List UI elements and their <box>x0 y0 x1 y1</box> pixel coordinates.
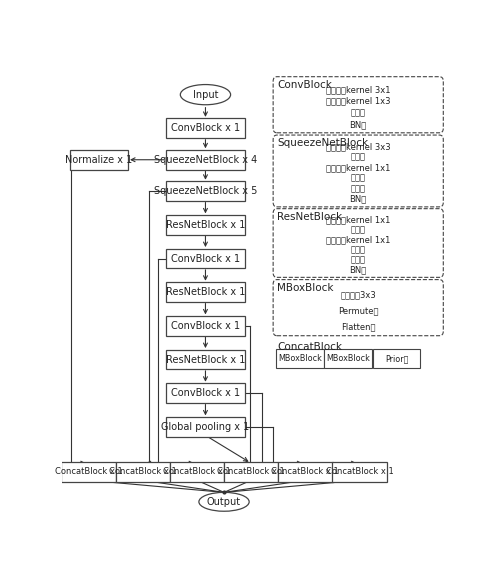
FancyBboxPatch shape <box>373 349 421 368</box>
Text: ConcatBlock x 1: ConcatBlock x 1 <box>217 467 285 476</box>
Text: 卷积层：kernel 1x1: 卷积层：kernel 1x1 <box>326 236 390 244</box>
FancyBboxPatch shape <box>273 209 443 278</box>
FancyBboxPatch shape <box>273 280 443 336</box>
Text: ConcatBlock: ConcatBlock <box>277 342 342 353</box>
FancyBboxPatch shape <box>170 462 224 482</box>
Text: 卷积层：kernel 1x1: 卷积层：kernel 1x1 <box>326 163 390 173</box>
Text: ConcatBlock x 1: ConcatBlock x 1 <box>109 467 177 476</box>
Text: SqueezeNetBlock x 4: SqueezeNetBlock x 4 <box>154 154 257 165</box>
FancyBboxPatch shape <box>166 118 246 138</box>
Ellipse shape <box>199 493 249 511</box>
Text: MBoxBlock: MBoxBlock <box>326 354 370 363</box>
Text: ConvBlock x 1: ConvBlock x 1 <box>171 388 240 398</box>
Text: ResNetBlock x 1: ResNetBlock x 1 <box>166 287 245 297</box>
Text: 卷积层：kernel 3x1: 卷积层：kernel 3x1 <box>326 85 391 94</box>
FancyBboxPatch shape <box>70 150 128 170</box>
Text: ConcatBlock x 1: ConcatBlock x 1 <box>271 467 339 476</box>
Text: Output: Output <box>207 497 241 507</box>
FancyBboxPatch shape <box>278 462 332 482</box>
FancyBboxPatch shape <box>166 248 246 268</box>
Text: Permute层: Permute层 <box>338 306 378 315</box>
Ellipse shape <box>180 85 231 105</box>
Text: BN层: BN层 <box>350 120 367 129</box>
FancyBboxPatch shape <box>276 349 324 368</box>
Text: 激活层: 激活层 <box>351 174 366 183</box>
Text: SqueezeNetBlock x 5: SqueezeNetBlock x 5 <box>154 186 257 196</box>
FancyBboxPatch shape <box>324 349 372 368</box>
Text: SqueezeNetBlock: SqueezeNetBlock <box>277 138 368 148</box>
Text: ConvBlock x 1: ConvBlock x 1 <box>171 321 240 331</box>
FancyBboxPatch shape <box>273 77 443 133</box>
Text: ConvBlock x 1: ConvBlock x 1 <box>171 254 240 264</box>
Text: 叠加层: 叠加层 <box>351 255 366 265</box>
Text: Flatten层: Flatten层 <box>341 322 375 331</box>
FancyBboxPatch shape <box>166 215 246 235</box>
Text: Prior层: Prior层 <box>385 354 408 363</box>
Text: ResNetBlock: ResNetBlock <box>277 212 342 222</box>
FancyBboxPatch shape <box>166 282 246 302</box>
FancyBboxPatch shape <box>166 316 246 336</box>
Text: 激活层: 激活层 <box>351 245 366 255</box>
Text: ResNetBlock x 1: ResNetBlock x 1 <box>166 354 245 364</box>
FancyBboxPatch shape <box>166 350 246 370</box>
FancyBboxPatch shape <box>61 462 116 482</box>
Text: BN层: BN层 <box>350 195 367 203</box>
Text: Normalize x 1: Normalize x 1 <box>65 154 133 165</box>
Text: ConvBlock x 1: ConvBlock x 1 <box>171 124 240 134</box>
Text: 激活层: 激活层 <box>351 226 366 234</box>
Text: 卷积层：kernel 1x3: 卷积层：kernel 1x3 <box>326 97 391 106</box>
Text: 卷积层：3x3: 卷积层：3x3 <box>340 290 376 300</box>
FancyBboxPatch shape <box>166 417 246 437</box>
FancyBboxPatch shape <box>116 462 170 482</box>
FancyBboxPatch shape <box>224 462 278 482</box>
Text: BN层: BN层 <box>350 265 367 275</box>
Text: 卷积层：kernel 1x1: 卷积层：kernel 1x1 <box>326 216 390 224</box>
Text: 卷积层：kernel 3x3: 卷积层：kernel 3x3 <box>326 142 391 152</box>
Text: MBoxBlock: MBoxBlock <box>278 354 322 363</box>
FancyBboxPatch shape <box>166 181 246 201</box>
Text: ConcatBlock x 1: ConcatBlock x 1 <box>325 467 393 476</box>
Text: ConvBlock: ConvBlock <box>277 80 332 90</box>
FancyBboxPatch shape <box>273 135 443 207</box>
FancyBboxPatch shape <box>166 383 246 403</box>
FancyBboxPatch shape <box>166 150 246 170</box>
Text: ResNetBlock x 1: ResNetBlock x 1 <box>166 220 245 230</box>
Text: Input: Input <box>193 90 218 100</box>
Text: Global pooling x 1: Global pooling x 1 <box>161 422 250 432</box>
Text: 激活层: 激活层 <box>351 108 366 118</box>
FancyBboxPatch shape <box>332 462 387 482</box>
Text: 激活层: 激活层 <box>351 153 366 162</box>
Text: ConcatBlock x 1: ConcatBlock x 1 <box>163 467 231 476</box>
Text: ConcatBlock x 1: ConcatBlock x 1 <box>55 467 123 476</box>
Text: 连接层: 连接层 <box>351 184 366 194</box>
Text: MBoxBlock: MBoxBlock <box>277 283 333 293</box>
